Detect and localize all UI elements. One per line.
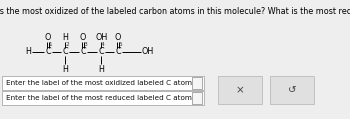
Text: OH: OH — [96, 34, 108, 42]
Text: O: O — [80, 34, 86, 42]
Text: C: C — [98, 47, 104, 57]
Text: Enter the label of the most oxidized labeled C atom: Enter the label of the most oxidized lab… — [6, 80, 192, 86]
Text: O: O — [115, 34, 121, 42]
Bar — [192, 92, 202, 104]
Bar — [218, 76, 262, 104]
Text: H: H — [25, 47, 31, 57]
Text: C: C — [45, 47, 51, 57]
Bar — [2, 91, 204, 105]
Text: 5: 5 — [118, 42, 122, 47]
Text: C: C — [62, 47, 68, 57]
Text: OH: OH — [142, 47, 154, 57]
Text: 3: 3 — [83, 42, 87, 47]
Text: What is the most oxidized of the labeled carbon atoms in this molecule? What is : What is the most oxidized of the labeled… — [0, 7, 350, 16]
Text: H: H — [62, 64, 68, 74]
Text: ×: × — [236, 85, 244, 95]
Text: C: C — [115, 47, 121, 57]
Text: 2: 2 — [65, 42, 69, 47]
Text: Enter the label of the most reduced labeled C atom: Enter the label of the most reduced labe… — [6, 95, 192, 101]
Text: 4: 4 — [101, 42, 105, 47]
Text: C: C — [80, 47, 86, 57]
Bar — [2, 76, 204, 90]
Text: 1: 1 — [48, 42, 52, 47]
Bar — [270, 76, 314, 104]
Text: O: O — [45, 34, 51, 42]
Text: H: H — [62, 34, 68, 42]
Text: ↺: ↺ — [288, 85, 296, 95]
Text: H: H — [98, 64, 104, 74]
Bar — [192, 77, 202, 89]
